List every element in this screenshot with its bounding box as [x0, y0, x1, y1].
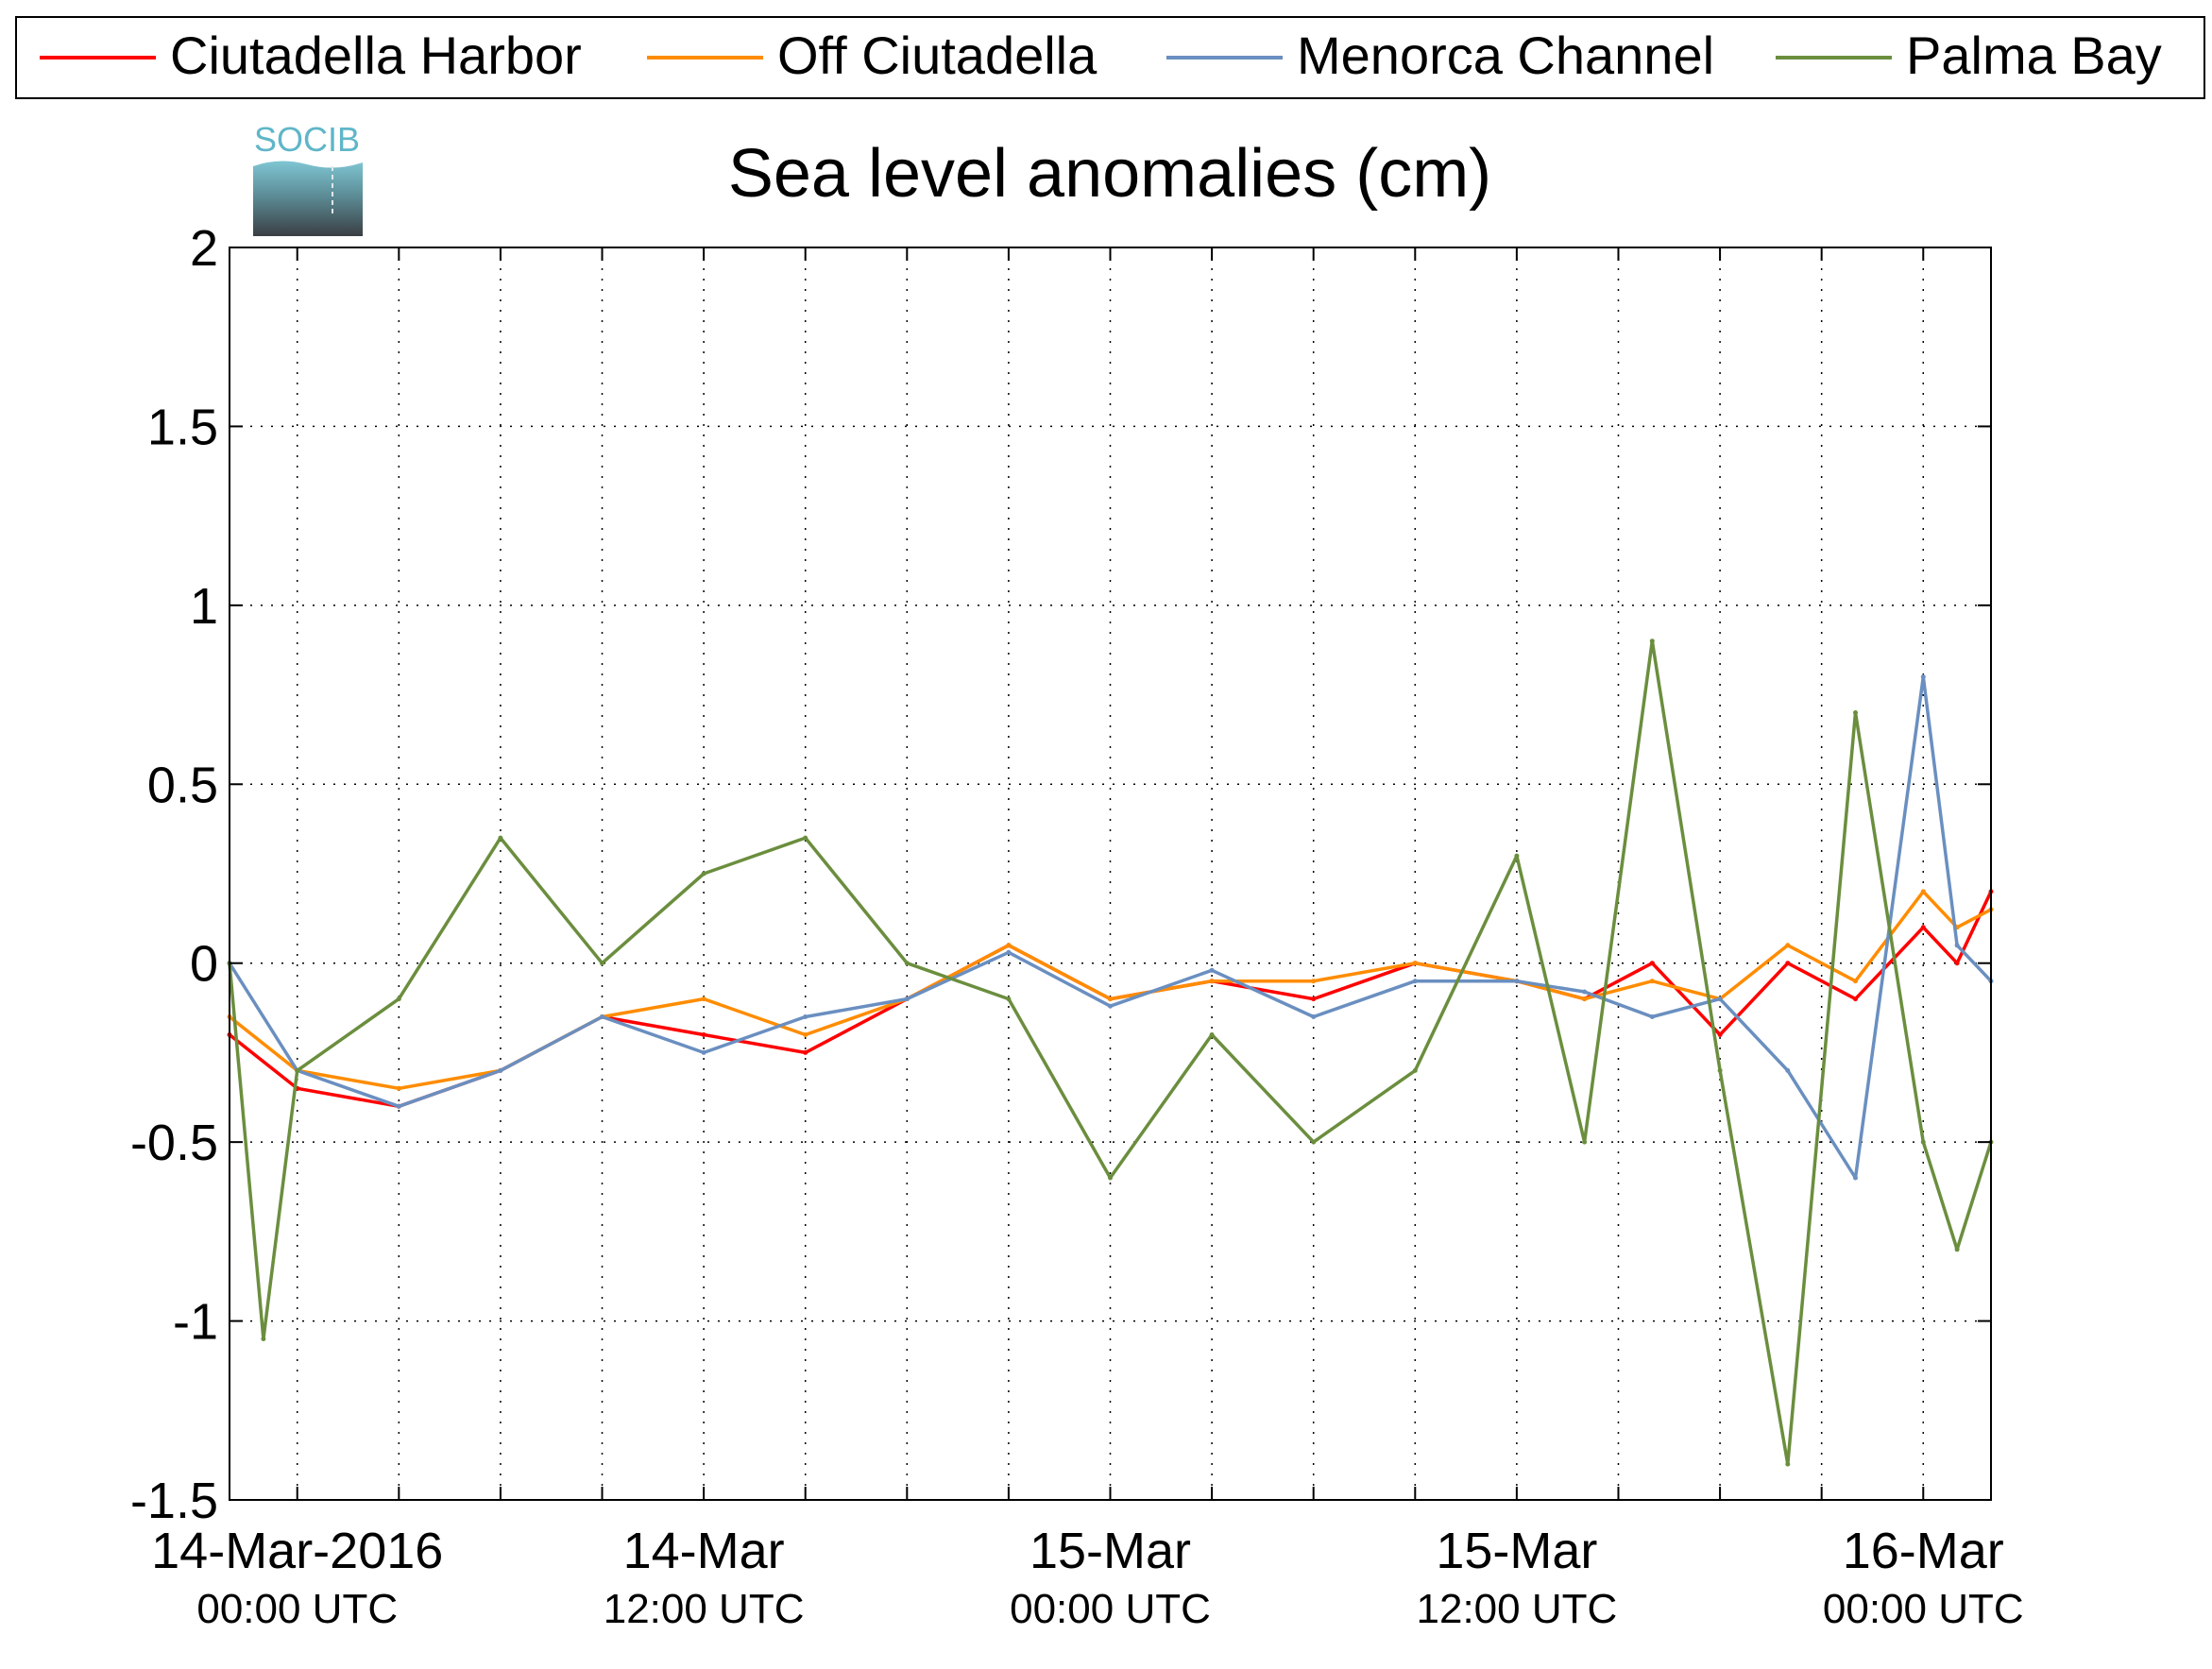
series-palma-bay-point: [701, 871, 706, 877]
series-ciutadella-harbor-point: [1785, 961, 1791, 966]
series-palma-bay-point: [803, 835, 808, 841]
series-ciutadella-harbor-point: [1853, 996, 1858, 1002]
x-tick-date: 14-Mar: [623, 1523, 785, 1579]
y-tick-label: 0: [190, 936, 218, 993]
series-palma-bay-point: [600, 961, 604, 966]
logo-text: SOCIB: [254, 120, 360, 159]
series-menorca-channel-point: [1209, 967, 1215, 973]
series-palma-bay-point: [1311, 1139, 1317, 1145]
series-menorca-channel-point: [1412, 979, 1418, 984]
x-tick-time: 12:00 UTC: [604, 1586, 805, 1632]
series-menorca-channel-point: [1649, 1014, 1655, 1019]
series-menorca-channel-point: [1108, 1003, 1113, 1009]
series-layer: [227, 639, 1994, 1467]
y-tick-label: -1: [173, 1294, 218, 1351]
series-palma-bay-point: [1006, 996, 1012, 1002]
series-ciutadella-harbor-point: [1649, 961, 1655, 966]
series-palma-bay-point: [498, 835, 503, 841]
y-tick-label: 1: [190, 578, 218, 635]
x-tick-date: 15-Mar: [1029, 1523, 1191, 1579]
series-off-ciutadella-point: [1582, 996, 1588, 1002]
series-off-ciutadella-point: [1785, 943, 1791, 948]
series-palma-bay-point: [295, 1067, 300, 1073]
series-menorca-channel-point: [1954, 943, 1960, 948]
series-menorca-channel-point: [1920, 674, 1926, 680]
x-tick-time: 00:00 UTC: [1010, 1586, 1211, 1632]
series-off-ciutadella-point: [1108, 996, 1113, 1002]
series-off-ciutadella-point: [701, 996, 706, 1002]
y-tick-label: 0.5: [147, 757, 218, 813]
series-menorca-channel-point: [1006, 949, 1012, 955]
series-off-ciutadella-point: [396, 1085, 401, 1091]
series-menorca-channel-point: [1514, 979, 1520, 984]
x-axis: 14-Mar-2016 00:00 UTC 14-Mar 12:00 UTC 15-Ma…: [151, 1523, 2023, 1632]
y-tick-label: -0.5: [130, 1115, 218, 1171]
series-off-ciutadella-point: [1853, 979, 1858, 984]
series-menorca-channel-point: [803, 1014, 808, 1019]
series-menorca-channel-point: [1853, 1175, 1858, 1181]
y-tick-label: -1.5: [130, 1473, 218, 1529]
series-off-ciutadella-point: [1209, 979, 1215, 984]
series-menorca-channel-point: [1582, 989, 1588, 995]
x-tick-date: 15-Mar: [1436, 1523, 1597, 1579]
y-tick-label: 1.5: [147, 399, 218, 455]
series-palma-bay-point: [1954, 1247, 1960, 1252]
series-palma-bay-point: [261, 1337, 266, 1341]
series-ciutadella-harbor-point: [1311, 996, 1317, 1002]
series-palma-bay-point: [1514, 853, 1520, 859]
series-menorca-channel-point: [396, 1103, 401, 1109]
series-menorca-channel-point: [701, 1049, 706, 1055]
series-menorca-channel-point: [904, 996, 910, 1002]
grid: [230, 247, 1991, 1500]
series-menorca-channel-line: [228, 674, 1993, 1180]
chart-title: Sea level anomalies (cm): [728, 136, 1491, 212]
series-ciutadella-harbor-point: [701, 1032, 706, 1037]
series-ciutadella-harbor-point: [1954, 961, 1960, 966]
x-tick-date: 16-Mar: [1843, 1523, 2004, 1579]
socib-logo: SOCIB: [253, 120, 363, 236]
series-off-ciutadella-point: [1649, 979, 1655, 984]
x-tick-time: 00:00 UTC: [196, 1586, 398, 1632]
series-off-ciutadella-point: [1412, 961, 1418, 966]
series-palma-bay-point: [1412, 1067, 1418, 1073]
x-tick-date: 14-Mar-2016: [151, 1523, 443, 1579]
series-palma-bay-point: [1209, 1032, 1215, 1037]
x-tick-time: 00:00 UTC: [1823, 1586, 2024, 1632]
legend-label-ciutadella-harbor: Ciutadella Harbor: [170, 26, 582, 85]
series-palma-bay-point: [396, 996, 401, 1002]
series-menorca-channel-point: [1785, 1067, 1791, 1073]
series-palma-bay-point: [1920, 1139, 1926, 1145]
series-palma-bay-point: [1785, 1461, 1791, 1467]
series-palma-bay-point: [1717, 1067, 1723, 1073]
legend-label-off-ciutadella: Off Ciutadella: [777, 26, 1097, 85]
legend-label-palma-bay: Palma Bay: [1906, 26, 2162, 85]
series-palma-bay-point: [904, 961, 910, 966]
series-menorca-channel-point: [1311, 1014, 1317, 1019]
series-palma-bay-point: [1582, 1139, 1588, 1145]
series-palma-bay-point: [1108, 1175, 1113, 1181]
series-off-ciutadella-point: [803, 1032, 808, 1037]
y-axis: 2 1.5 1 0.5 0 -0.5 -1 -1.5: [130, 220, 218, 1529]
series-off-ciutadella-point: [1920, 889, 1926, 894]
series-menorca-channel-point: [1717, 996, 1723, 1002]
series-ciutadella-harbor-point: [1920, 925, 1926, 930]
legend-label-menorca-channel: Menorca Channel: [1297, 26, 1714, 85]
series-palma-bay-point: [1853, 710, 1858, 715]
series-off-ciutadella-point: [1311, 979, 1317, 984]
series-menorca-channel-point: [498, 1067, 503, 1073]
series-ciutadella-harbor-point: [1717, 1032, 1723, 1037]
series-palma-bay-point: [1649, 639, 1655, 644]
legend: Ciutadella Harbor Off Ciutadella Menorca…: [15, 16, 2205, 99]
series-ciutadella-harbor-point: [803, 1049, 808, 1055]
y-tick-label: 2: [190, 220, 218, 277]
series-off-ciutadella-point: [1006, 943, 1012, 948]
x-tick-time: 12:00 UTC: [1417, 1586, 1618, 1632]
series-menorca-channel-point: [600, 1014, 604, 1019]
